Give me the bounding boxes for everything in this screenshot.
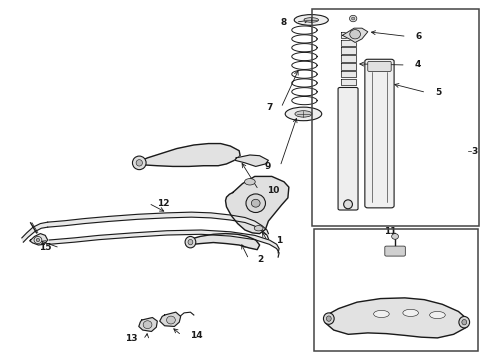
Polygon shape bbox=[137, 144, 240, 166]
Text: 9: 9 bbox=[265, 162, 271, 171]
FancyBboxPatch shape bbox=[365, 59, 394, 208]
Ellipse shape bbox=[304, 18, 318, 22]
Polygon shape bbox=[341, 71, 356, 77]
Text: 15: 15 bbox=[39, 243, 51, 252]
Ellipse shape bbox=[251, 199, 260, 207]
FancyBboxPatch shape bbox=[338, 87, 358, 210]
Polygon shape bbox=[139, 318, 157, 332]
Text: 6: 6 bbox=[416, 32, 422, 41]
Polygon shape bbox=[325, 298, 468, 338]
Ellipse shape bbox=[185, 237, 196, 248]
Ellipse shape bbox=[254, 226, 263, 231]
Polygon shape bbox=[48, 212, 269, 239]
Polygon shape bbox=[225, 176, 289, 234]
Ellipse shape bbox=[374, 310, 389, 318]
Ellipse shape bbox=[295, 111, 312, 117]
Ellipse shape bbox=[188, 239, 193, 245]
Ellipse shape bbox=[34, 237, 42, 244]
Ellipse shape bbox=[285, 107, 322, 121]
Polygon shape bbox=[341, 79, 356, 85]
Text: 14: 14 bbox=[191, 331, 203, 340]
Ellipse shape bbox=[36, 238, 40, 242]
Ellipse shape bbox=[136, 159, 143, 166]
Polygon shape bbox=[187, 234, 260, 249]
Polygon shape bbox=[49, 230, 279, 257]
Polygon shape bbox=[341, 55, 356, 62]
Ellipse shape bbox=[294, 15, 328, 25]
Ellipse shape bbox=[343, 200, 352, 209]
Ellipse shape bbox=[349, 15, 357, 22]
Polygon shape bbox=[160, 312, 181, 327]
FancyBboxPatch shape bbox=[368, 62, 391, 71]
Ellipse shape bbox=[459, 316, 469, 328]
Text: 7: 7 bbox=[266, 103, 272, 112]
Ellipse shape bbox=[430, 311, 445, 319]
Polygon shape bbox=[341, 40, 356, 46]
Text: 3: 3 bbox=[471, 147, 477, 156]
Polygon shape bbox=[22, 222, 48, 242]
Text: 4: 4 bbox=[415, 60, 421, 69]
Ellipse shape bbox=[246, 194, 266, 212]
Ellipse shape bbox=[132, 156, 146, 170]
Ellipse shape bbox=[403, 309, 418, 316]
Ellipse shape bbox=[143, 321, 152, 329]
Ellipse shape bbox=[323, 313, 334, 324]
FancyBboxPatch shape bbox=[385, 246, 405, 256]
Ellipse shape bbox=[350, 30, 361, 39]
Polygon shape bbox=[341, 32, 356, 38]
Bar bbox=[314, 229, 478, 351]
Text: 12: 12 bbox=[157, 199, 170, 208]
Ellipse shape bbox=[326, 316, 331, 321]
Polygon shape bbox=[341, 48, 356, 54]
Ellipse shape bbox=[245, 179, 255, 185]
Ellipse shape bbox=[167, 316, 175, 324]
Ellipse shape bbox=[392, 234, 398, 239]
Ellipse shape bbox=[462, 319, 466, 325]
Ellipse shape bbox=[351, 17, 355, 20]
Text: 13: 13 bbox=[125, 334, 138, 343]
Polygon shape bbox=[235, 155, 269, 166]
Text: 1: 1 bbox=[276, 236, 282, 245]
Polygon shape bbox=[30, 234, 48, 245]
Polygon shape bbox=[341, 63, 356, 69]
Text: 8: 8 bbox=[281, 18, 287, 27]
Text: 5: 5 bbox=[435, 88, 441, 97]
Bar bbox=[312, 9, 479, 226]
Text: 10: 10 bbox=[268, 185, 280, 194]
Text: 11: 11 bbox=[384, 227, 396, 236]
Polygon shape bbox=[343, 28, 368, 42]
Text: 2: 2 bbox=[258, 255, 264, 264]
